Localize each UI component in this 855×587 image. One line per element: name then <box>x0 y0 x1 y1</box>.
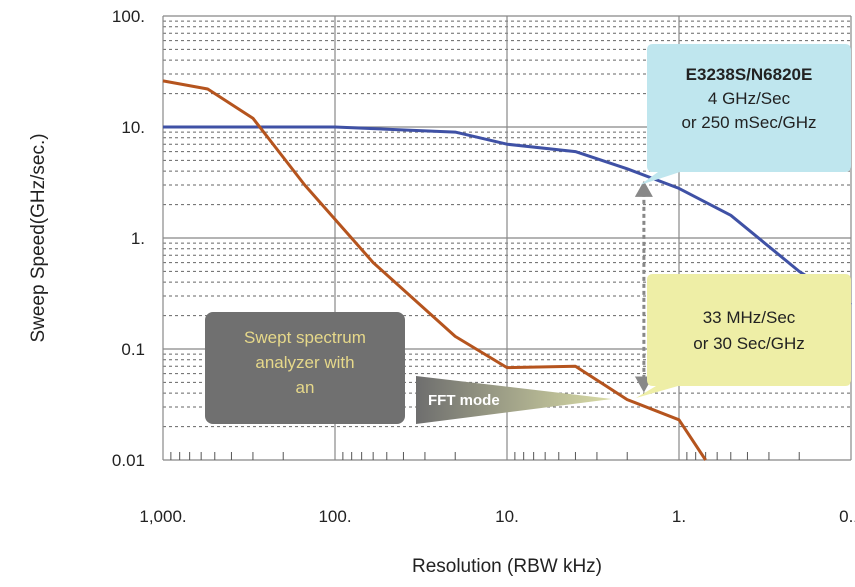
x-tick-label: 0.1 <box>839 507 855 526</box>
callout-text-swept: or 30 Sec/GHz <box>693 334 805 353</box>
callout-box-swept <box>636 274 851 398</box>
swept-analyzer-box <box>205 312 405 424</box>
y-tick-labels: 100. 10. 1. 0.1 0.01 <box>112 7 145 470</box>
callout-box-e3238s <box>640 44 851 185</box>
x-tick-label: 10. <box>495 507 519 526</box>
y-tick-label: 0.01 <box>112 451 145 470</box>
speed-line-blue <box>163 125 852 307</box>
fft-mode-label: FFT mode <box>428 392 500 409</box>
series-layer <box>162 79 852 461</box>
callout-text-e3238s: E3238S/N6820E <box>686 65 813 84</box>
x-tick-label: 100. <box>318 507 351 526</box>
fft-mode-wedge <box>416 376 612 424</box>
x-tick-labels: 1,000. 100. 10. 1. 0.1 <box>139 507 855 526</box>
callout-text-swept: 33 MHz/Sec <box>703 308 796 327</box>
swept-analyzer-text: Swept spectrum <box>244 328 366 347</box>
speed-line-orange <box>162 79 707 461</box>
arrow-head-up <box>634 180 653 197</box>
y-tick-label: 1. <box>131 229 145 248</box>
y-tick-label: 10. <box>121 118 145 137</box>
annotation-layer: Swept spectrum analyzer with an FFT mode E32… <box>205 44 851 424</box>
x-tick-label: 1,000. <box>139 507 186 526</box>
x-minor-ticks <box>170 452 800 460</box>
callout-text-e3238s: or 250 mSec/GHz <box>681 113 816 132</box>
swept-analyzer-text: analyzer with <box>255 353 354 372</box>
x-tick-label: 1. <box>672 507 686 526</box>
y-axis-title: Sweep Speed(GHz/sec.) <box>28 133 49 342</box>
y-tick-label: 100. <box>112 7 145 26</box>
y-tick-label: 0.1 <box>121 340 145 359</box>
swept-analyzer-text: an <box>296 378 315 397</box>
x-axis-title: Resolution (RBW kHz) <box>412 556 602 577</box>
callout-text-e3238s: 4 GHz/Sec <box>708 89 791 108</box>
